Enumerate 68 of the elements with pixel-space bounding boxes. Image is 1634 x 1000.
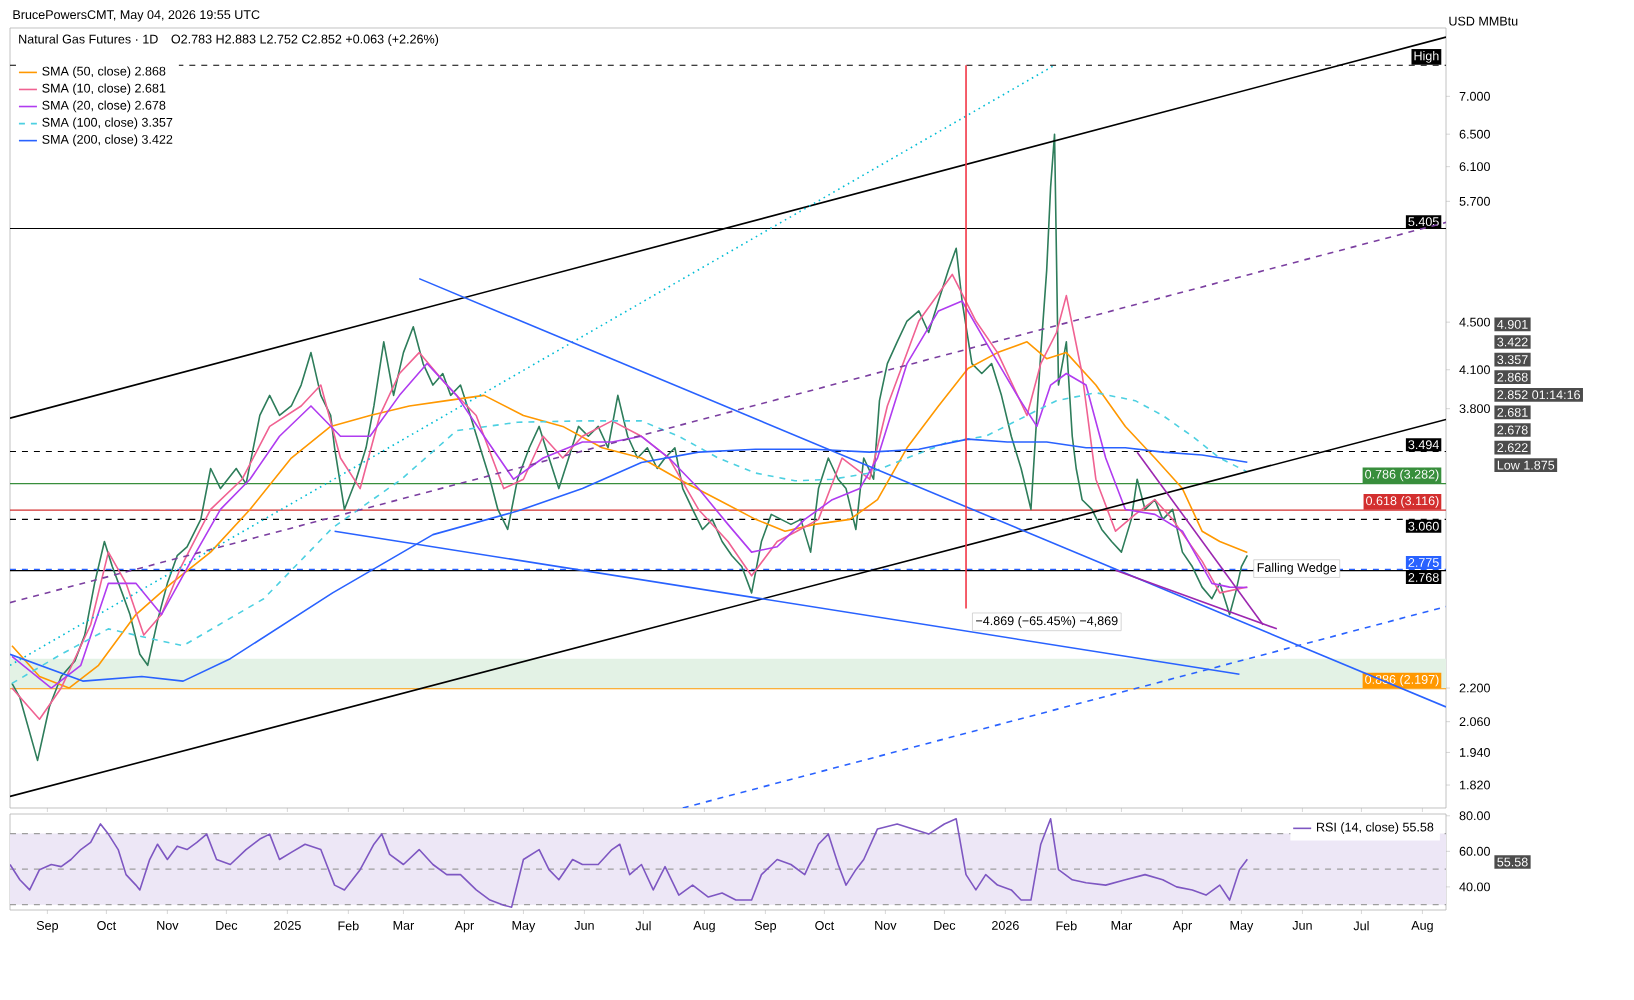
ref-line-label: High — [1414, 51, 1439, 63]
text: 4.901 — [1497, 319, 1528, 329]
text: 2.868 — [1497, 372, 1528, 382]
x-tick-label: Oct — [97, 921, 117, 930]
text: Low 1.875 — [1497, 460, 1555, 470]
y-tick-label: 1.940 — [1460, 747, 1490, 757]
annotation: −4.869 (−65.45%) −4,869 — [976, 615, 1118, 628]
x-tick-label: Nov — [157, 921, 179, 930]
x-tick-label: Sep — [754, 921, 777, 933]
text: 2.681 — [1497, 407, 1528, 417]
x-tick-label: Dec — [216, 921, 238, 930]
x-tick-label: May — [512, 921, 536, 933]
x-tick-label: Aug — [1411, 921, 1433, 933]
legend-label: SMA (100, close) 3.357 — [42, 117, 173, 130]
ref-line-label: 5.405 — [1408, 217, 1439, 227]
text: 3.357 — [1497, 355, 1528, 365]
x-tick-label: 2025 — [274, 921, 301, 930]
legend-label: SMA (10, close) 2.681 — [42, 83, 166, 96]
annotation: Falling Wedge — [1257, 562, 1337, 575]
chart-subtitle: O2.783 H2.883 L2.752 C2.852 +0.063 (+2.26%) — [171, 34, 439, 46]
text: 55.58 — [1497, 857, 1528, 867]
ref-line-label: 3.060 — [1408, 521, 1439, 531]
legend-label: SMA (50, close) 2.868 — [42, 66, 166, 79]
x-tick-label: Jul — [1353, 921, 1369, 931]
text: 2.622 — [1497, 443, 1528, 453]
x-tick-label: Oct — [815, 921, 835, 930]
y-tick-label: 5.700 — [1459, 196, 1490, 206]
x-tick-label: Dec — [934, 921, 956, 930]
y-tick-label: 60.00 — [1459, 846, 1490, 856]
text: 2.852 01:14:16 — [1497, 390, 1581, 400]
ref-line-label: 2.775 — [1408, 558, 1439, 567]
x-tick-label: Nov — [875, 921, 897, 930]
x-tick-label: Mar — [1111, 921, 1133, 930]
y-tick-label: 4.500 — [1459, 317, 1490, 327]
x-tick-label: Jun — [1292, 921, 1312, 930]
y-tick-label: 4.100 — [1459, 365, 1490, 375]
chart-title: Natural Gas Futures · 1D — [19, 34, 158, 44]
legend-label: RSI (14, close) 55.58 — [1317, 822, 1434, 834]
x-tick-label: 2026 — [992, 921, 1019, 930]
x-tick-label: Apr — [454, 921, 474, 933]
legend-label: SMA (20, close) 2.678 — [42, 100, 166, 113]
x-tick-label: Apr — [1172, 921, 1192, 933]
ref-line-label: 2.768 — [1408, 573, 1439, 582]
y-tick-label: 3.800 — [1459, 404, 1490, 414]
text: 3.422 — [1497, 337, 1528, 347]
text: 2.678 — [1497, 425, 1528, 435]
y-axis-title: USD MMBtu — [1449, 16, 1518, 26]
y-tick-label: 2.200 — [1459, 683, 1490, 693]
ref-line-label: 0.618 (3.116) — [1366, 495, 1439, 508]
ref-line-label: 3.494 — [1408, 440, 1439, 450]
y-tick-label: 40.00 — [1459, 882, 1490, 892]
x-tick-label: Jul — [635, 921, 651, 931]
x-tick-label: Sep — [36, 921, 59, 933]
x-tick-label: Aug — [693, 921, 715, 933]
y-tick-label: 80.00 — [1459, 811, 1490, 821]
x-tick-label: Mar — [393, 921, 415, 930]
x-tick-label: Jun — [574, 921, 594, 930]
x-tick-label: May — [1230, 921, 1254, 933]
legend-label: SMA (200, close) 3.422 — [42, 134, 173, 147]
y-tick-label: 2.060 — [1459, 717, 1490, 727]
ref-line-label: 0.786 (3.282) — [1365, 469, 1439, 482]
x-tick-label: Feb — [338, 921, 359, 931]
text: BrucePowersCMT, May 04, 2026 19:55 UTC — [13, 10, 260, 22]
y-tick-label: 6.100 — [1459, 162, 1490, 172]
y-tick-label: 6.500 — [1459, 129, 1490, 139]
y-tick-label: 7.000 — [1459, 91, 1490, 101]
x-tick-label: Feb — [1056, 921, 1077, 931]
y-tick-label: 1.820 — [1460, 780, 1490, 790]
